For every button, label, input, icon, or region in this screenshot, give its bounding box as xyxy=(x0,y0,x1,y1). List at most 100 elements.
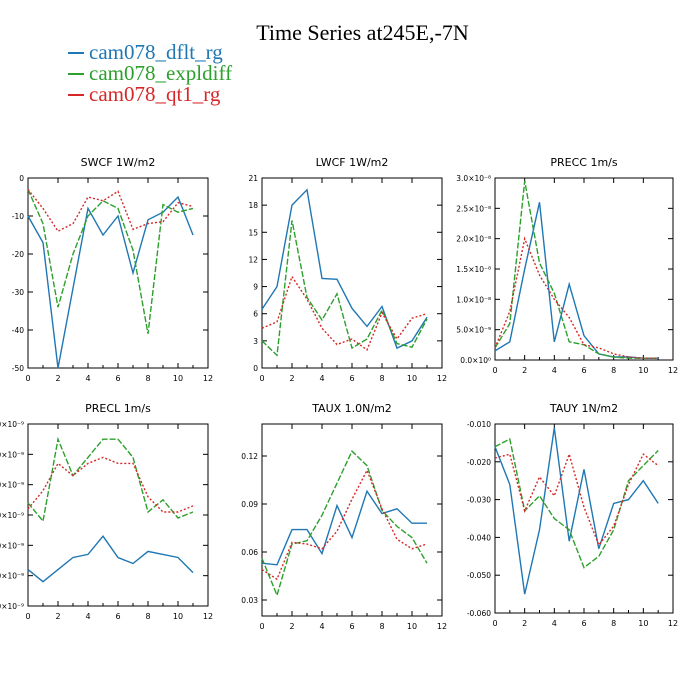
y-tick-label: -0.010 xyxy=(467,420,491,429)
chart-panel-2: PRECC 1m/s 0 2 4 6 8 10 12 0.0×10⁰ 5.0×10⁻⁹ 1.0×10… xyxy=(456,156,678,375)
x-tick-label: 12 xyxy=(668,619,678,628)
legend: cam078_dflt_rg cam078_expldiff cam078_qt… xyxy=(68,42,232,105)
legend-label: cam078_qt1_rg xyxy=(89,82,221,106)
x-tick-label: 0 xyxy=(259,374,264,383)
series-line-dflt xyxy=(494,427,659,595)
legend-item-dflt: cam078_dflt_rg xyxy=(68,42,232,63)
x-tick-label: 6 xyxy=(349,622,354,631)
x-tick-label: 2 xyxy=(55,374,60,383)
y-tick-label: 4.0×10⁻⁹ xyxy=(0,511,24,520)
y-tick-label: -0.030 xyxy=(467,496,491,505)
x-tick-label: 2 xyxy=(289,374,294,383)
x-tick-label: 8 xyxy=(611,619,616,628)
x-tick-label: 6 xyxy=(115,612,120,621)
chart-title: PRECL 1m/s xyxy=(85,402,151,415)
plot-frame xyxy=(261,423,443,617)
chart-panel-5: TAUY 1N/m2 0 2 4 6 8 10 12 -0.060 -0.050 -0.040 -0.… xyxy=(467,402,678,628)
plot-frame xyxy=(27,423,209,607)
y-tick-label: 3.0×10⁻⁸ xyxy=(456,174,491,183)
x-tick-label: 10 xyxy=(638,366,648,375)
y-tick-label: 6 xyxy=(253,310,258,319)
x-tick-label: 4 xyxy=(319,622,324,631)
x-tick-label: 4 xyxy=(552,619,557,628)
series-line-expldiff xyxy=(27,189,194,334)
y-tick-label: 0.03 xyxy=(241,596,258,605)
x-tick-label: 10 xyxy=(407,622,417,631)
page-title: Time Series at245E,-7N xyxy=(256,20,469,45)
legend-item-expldiff: cam078_expldiff xyxy=(68,63,232,84)
y-tick-label: -30 xyxy=(12,288,24,297)
y-tick-label: 5.0×10⁻⁹ xyxy=(456,326,491,335)
y-tick-label: 1.0×10⁻⁸ xyxy=(456,295,491,304)
legend-label: cam078_expldiff xyxy=(89,61,233,85)
chart-panel-1: LWCF 1W/m2 0 2 4 6 8 10 12 0 3 6 9 12 15 18 21 xyxy=(248,156,447,383)
x-tick-label: 0 xyxy=(259,622,264,631)
y-tick-label: 1.5×10⁻⁸ xyxy=(456,265,491,274)
chart-title: TAUX 1.0N/m2 xyxy=(311,402,392,415)
x-tick-label: 0 xyxy=(25,374,30,383)
series-line-dflt xyxy=(27,535,194,583)
series-line-dflt xyxy=(261,188,428,350)
y-tick-label: -0.020 xyxy=(467,458,491,467)
chart-title: TAUY 1N/m2 xyxy=(549,402,618,415)
x-tick-label: 8 xyxy=(379,622,384,631)
y-tick-label: 2.5×10⁻⁸ xyxy=(456,204,491,213)
chart-panel-3: PRECL 1m/s 0 2 4 6 8 10 12 1.0×10⁻⁹ 2.0×10⁻⁹ 3.0×1… xyxy=(0,402,213,621)
y-tick-label: -50 xyxy=(12,364,24,373)
x-tick-label: 12 xyxy=(203,612,213,621)
y-tick-label: -20 xyxy=(12,250,24,259)
y-tick-label: -40 xyxy=(12,326,24,335)
y-tick-label: 0 xyxy=(253,364,258,373)
x-tick-label: 10 xyxy=(407,374,417,383)
y-tick-label: -0.060 xyxy=(467,609,491,618)
series-line-qt1 xyxy=(494,236,659,359)
series-line-qt1 xyxy=(261,275,428,351)
x-tick-label: 6 xyxy=(581,619,586,628)
y-tick-label: 7.0×10⁻⁹ xyxy=(0,420,24,429)
x-tick-label: 2 xyxy=(289,622,294,631)
y-tick-label: 3 xyxy=(253,337,258,346)
legend-swatch xyxy=(68,72,84,75)
x-tick-label: 8 xyxy=(379,374,384,383)
series-line-dflt xyxy=(494,202,659,359)
x-tick-label: 8 xyxy=(145,374,150,383)
series-line-dflt xyxy=(261,489,427,566)
y-tick-label: 5.0×10⁻⁹ xyxy=(0,481,24,490)
y-tick-label: 15 xyxy=(248,228,258,237)
series-line-dflt xyxy=(27,195,194,369)
x-tick-label: 8 xyxy=(611,366,616,375)
legend-swatch xyxy=(68,51,84,54)
chart-panel-4: TAUX 1.0N/m2 0 2 4 6 8 10 12 0.03 0.06 0.09 0.12 xyxy=(241,402,447,631)
y-tick-label: 18 xyxy=(248,201,258,210)
x-tick-label: 10 xyxy=(173,612,183,621)
chart-panel-0: SWCF 1W/m2 0 2 4 6 8 10 12 -50 -40 -30 -20 -10 0 xyxy=(12,156,213,383)
x-tick-label: 2 xyxy=(522,366,527,375)
x-tick-label: 4 xyxy=(319,374,324,383)
x-tick-label: 8 xyxy=(145,612,150,621)
y-tick-label: 3.0×10⁻⁹ xyxy=(0,541,24,550)
x-tick-label: 0 xyxy=(25,612,30,621)
y-tick-label: 6.0×10⁻⁹ xyxy=(0,450,24,459)
x-tick-label: 12 xyxy=(437,374,447,383)
series-line-expldiff xyxy=(494,180,659,359)
series-line-qt1 xyxy=(494,451,659,547)
y-tick-label: 2.0×10⁻⁹ xyxy=(0,572,24,581)
legend-swatch xyxy=(68,93,84,96)
legend-item-qt1: cam078_qt1_rg xyxy=(68,84,232,105)
y-tick-label: -0.040 xyxy=(467,533,491,542)
x-tick-label: 2 xyxy=(55,612,60,621)
x-tick-label: 6 xyxy=(581,366,586,375)
y-tick-label: 9 xyxy=(253,283,258,292)
chart-title: SWCF 1W/m2 xyxy=(81,156,156,169)
x-tick-label: 0 xyxy=(492,619,497,628)
series-line-qt1 xyxy=(27,456,194,513)
x-tick-label: 12 xyxy=(437,622,447,631)
x-tick-label: 4 xyxy=(85,374,90,383)
y-tick-label: 1.0×10⁻⁹ xyxy=(0,602,24,611)
series-line-expldiff xyxy=(27,436,194,523)
x-tick-label: 2 xyxy=(522,619,527,628)
legend-label: cam078_dflt_rg xyxy=(89,40,223,64)
x-tick-label: 0 xyxy=(492,366,497,375)
x-tick-label: 4 xyxy=(552,366,557,375)
